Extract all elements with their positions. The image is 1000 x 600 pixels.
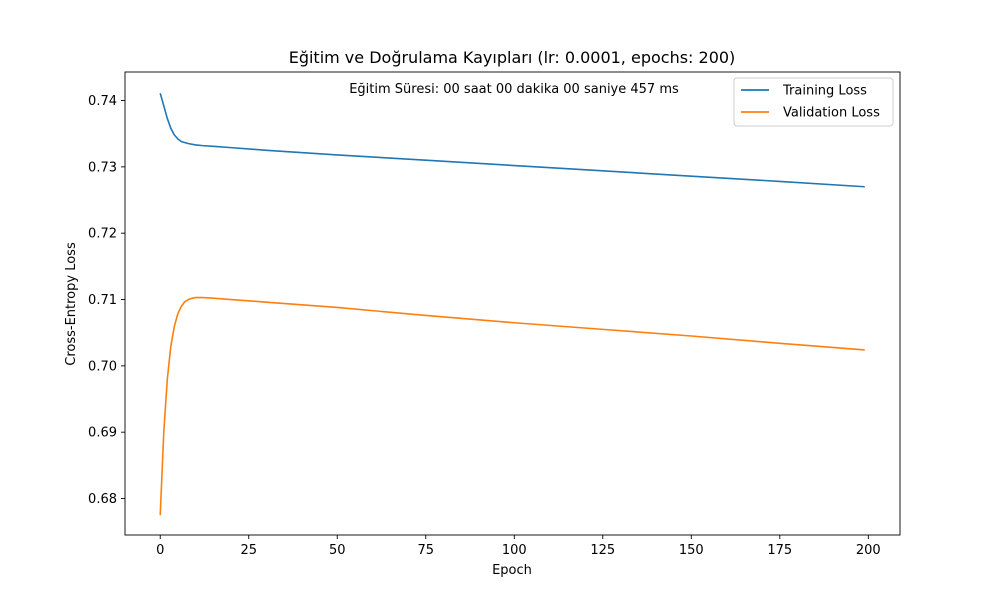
x-tick-label: 125 <box>590 543 615 558</box>
x-tick-label: 25 <box>240 543 257 558</box>
plot-frame <box>124 71 901 536</box>
y-tick-label: 0.71 <box>88 293 117 308</box>
chart-title: Eğitim ve Doğrulama Kayıpları (lr: 0.000… <box>289 48 736 67</box>
legend-label-validation-loss: Validation Loss <box>783 106 880 121</box>
x-tick-label: 50 <box>329 543 346 558</box>
x-tick-label: 75 <box>417 543 434 558</box>
x-tick-label: 0 <box>156 543 164 558</box>
training-time-annotation: Eğitim Süresi: 00 saat 00 dakika 00 sani… <box>349 82 679 97</box>
x-tick-label: 100 <box>502 543 527 558</box>
plot-area: 0 25 50 75 100 125 150 175 200 0.68 0.69 0.70 0.71 0.… <box>88 71 901 558</box>
legend-box <box>733 77 894 127</box>
series-line-training-loss <box>159 93 865 188</box>
x-tick-label: 150 <box>679 543 704 558</box>
legend: Training Loss Validation Loss <box>733 77 894 127</box>
y-tick-label: 0.74 <box>88 94 117 109</box>
y-tick-label: 0.73 <box>88 160 117 175</box>
y-tick-label: 0.70 <box>88 359 117 374</box>
series-line-validation-loss <box>159 296 865 516</box>
y-tick-label: 0.72 <box>88 227 117 242</box>
x-axis-label: Epoch <box>492 563 532 578</box>
y-axis-label: Cross-Entropy Loss <box>64 242 79 366</box>
legend-label-training-loss: Training Loss <box>782 84 867 99</box>
x-tick-label: 175 <box>767 543 792 558</box>
y-tick-label: 0.69 <box>88 426 117 441</box>
x-tick-label: 200 <box>856 543 881 558</box>
y-tick-label: 0.68 <box>88 492 117 507</box>
